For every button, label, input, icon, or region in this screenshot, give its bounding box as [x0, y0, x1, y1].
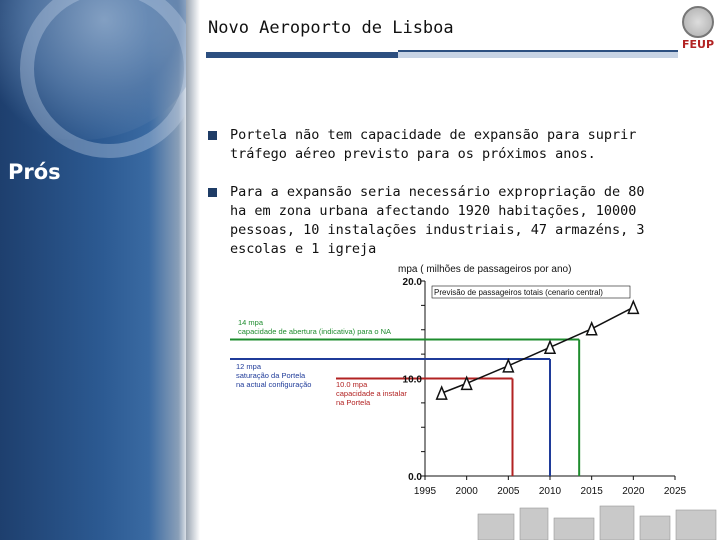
forecast-point — [460, 375, 473, 391]
x-tick-label: 2010 — [539, 486, 562, 497]
passenger-forecast-chart: mpa ( milhões de passageiros por ano) 14… — [230, 264, 687, 497]
feup-seal-icon — [682, 6, 714, 38]
feup-logo-text: FEUP — [682, 38, 715, 51]
y-tick-label: 10.0 — [403, 375, 423, 386]
reference-line-label: 14 mpa capacidade de abertura (indicativa… — [238, 318, 391, 336]
sidebar-panel: Prós — [0, 0, 186, 540]
x-tick-label: 2005 — [497, 486, 520, 497]
bullet-square-icon — [208, 131, 217, 140]
section-label: Prós — [8, 160, 61, 184]
x-tick-label: 2000 — [456, 486, 479, 497]
forecast-point — [585, 320, 598, 336]
forecast-point — [502, 357, 515, 373]
reference-line-label: 12 mpa saturação da Portela na actual conf… — [236, 362, 311, 389]
y-tick-label: 0.0 — [408, 472, 422, 483]
bullet-item: Portela não tem capacidade de expansão p… — [208, 126, 668, 164]
slide-title: Novo Aeroporto de Lisboa — [208, 18, 454, 38]
bullet-text: Para a expansão seria necessário expropr… — [230, 184, 645, 257]
bullet-text: Portela não tem capacidade de expansão p… — [230, 127, 637, 162]
x-tick-label: 2015 — [581, 486, 604, 497]
bullet-square-icon — [208, 188, 217, 197]
title-underline-accent — [206, 52, 398, 58]
x-tick-label: 2020 — [622, 486, 645, 497]
title-underline-thin — [398, 50, 678, 52]
campus-buildings-graphic — [477, 505, 717, 540]
x-tick-label: 2025 — [664, 486, 687, 497]
tick-labels: 1995 2000 2005 2010 2015 2020 2025 20.0 10.0 0.0 — [403, 277, 687, 497]
bullet-item: Para a expansão seria necessário expropr… — [208, 183, 668, 259]
sidebar-shadow — [186, 0, 200, 540]
y-axis-label: mpa ( milhões de passageiros por ano) — [398, 264, 571, 275]
title-underline — [206, 52, 678, 58]
reference-lines: 14 mpa capacidade de abertura (indicativa… — [230, 318, 581, 476]
series-line — [431, 285, 640, 400]
series-legend-box — [431, 285, 631, 299]
y-tick-label: 20.0 — [403, 277, 423, 288]
series-legend: Previsão de passageiros totais (cenario … — [434, 288, 603, 297]
reference-line-label: 10.0 mpa capacidade a instalar na Portela — [336, 380, 407, 407]
forecast-point — [543, 339, 557, 355]
forecast-point — [435, 385, 448, 400]
x-tick-label: 1995 — [414, 486, 437, 497]
forecast-point — [627, 299, 640, 315]
forecast-line — [441, 306, 634, 394]
